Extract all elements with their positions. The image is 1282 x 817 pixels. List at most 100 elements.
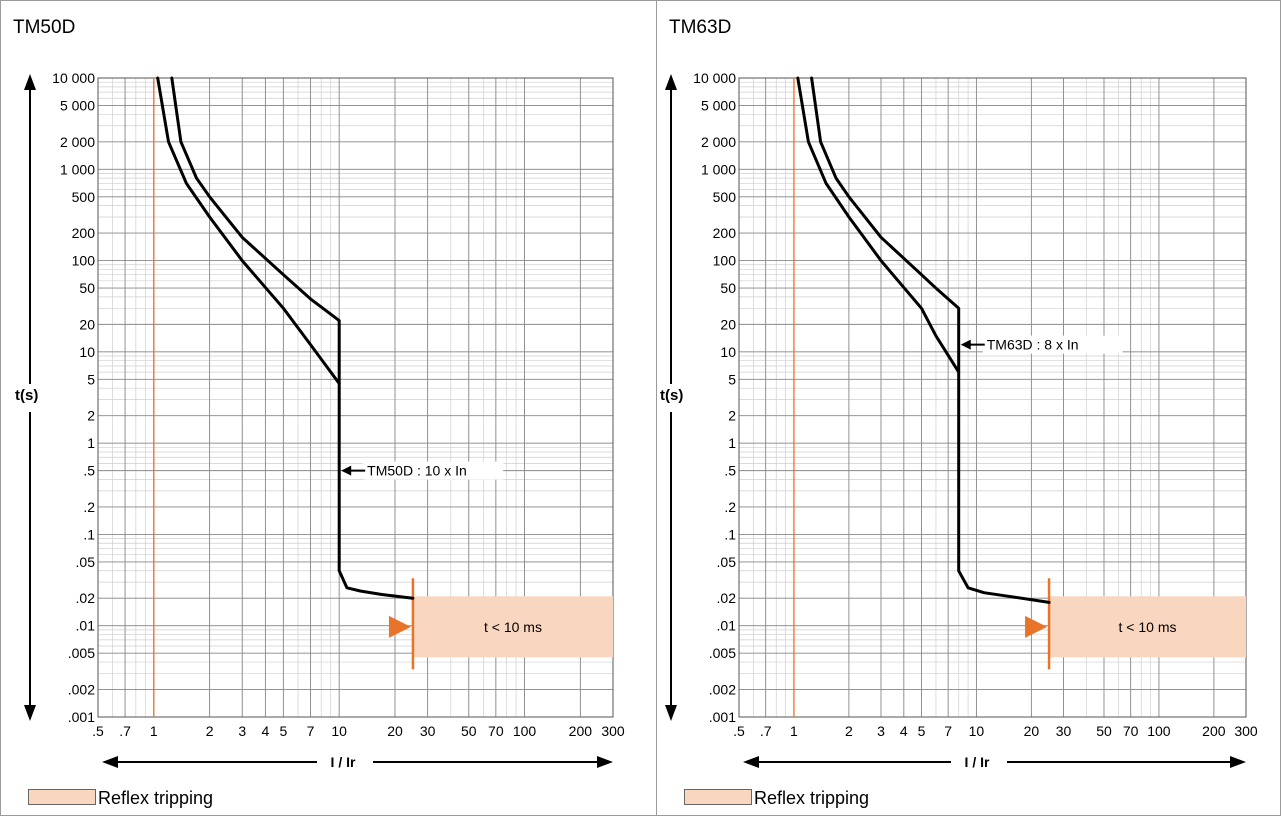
y-tick-label: .002	[68, 682, 95, 698]
x-tick-label: 100	[513, 723, 537, 739]
x-tick-label: 200	[569, 723, 593, 739]
x-tick-label: 2	[206, 723, 214, 739]
y-tick-label: .01	[76, 618, 96, 634]
reflex-zone	[1049, 596, 1246, 658]
y-tick-label: 5 000	[701, 97, 736, 113]
y-tick-label: .005	[68, 645, 95, 661]
chart-panel-tm63d: TM63D t < 10 ms TM63D : 8 x In 10 000 5 000…	[656, 0, 1281, 816]
y-tick-label: .5	[724, 463, 736, 479]
y-axis-arrow-head	[665, 705, 677, 721]
y-tick-label: 10	[79, 344, 95, 360]
tripping-curve-chart-tm63d: t < 10 ms TM63D : 8 x In 10 000 5 000 2 000 1…	[660, 70, 1258, 770]
x-tick-label: 1	[150, 723, 158, 739]
chart-title: TM63D	[669, 17, 732, 38]
x-tick-label: 2	[845, 723, 853, 739]
x-tick-label: 100	[1147, 723, 1171, 739]
x-tick-label: 10	[331, 723, 347, 739]
y-tick-label: 200	[72, 225, 96, 241]
y-tick-label: .02	[717, 590, 737, 606]
x-axis-arrow-head	[743, 756, 759, 768]
y-tick-label: 50	[720, 280, 736, 296]
x-axis-arrow-head	[1230, 756, 1246, 768]
y-tick-label: .2	[83, 499, 95, 515]
y-tick-label: .02	[76, 590, 96, 606]
y-tick-label: .005	[709, 645, 736, 661]
y-axis-arrow-head	[24, 74, 36, 90]
y-tick-label: 100	[72, 253, 96, 269]
x-tick-label: 50	[1096, 723, 1112, 739]
annotation-label: TM63D : 8 x In	[987, 337, 1079, 353]
x-axis-arrow-head	[597, 756, 613, 768]
x-tick-label: 7	[944, 723, 952, 739]
y-tick-label: .1	[724, 526, 736, 542]
annotation-arrow-head	[960, 339, 971, 350]
series-line-1	[156, 76, 415, 600]
annotation-label: TM50D : 10 x In	[367, 463, 467, 479]
y-tick-label: 1 000	[701, 161, 736, 177]
x-tick-label: 5	[918, 723, 926, 739]
x-tick-label: 70	[488, 723, 504, 739]
y-tick-label: .05	[76, 554, 96, 570]
x-tick-label: 7	[307, 723, 315, 739]
y-tick-label: 10 000	[52, 70, 95, 86]
x-tick-label: 1	[790, 723, 798, 739]
y-tick-label: 10	[720, 344, 736, 360]
y-tick-label: 50	[79, 280, 95, 296]
y-tick-label: 2 000	[701, 134, 736, 150]
y-tick-label: 20	[79, 316, 95, 332]
x-axis-label: I / Ir	[331, 754, 356, 770]
y-tick-label: .5	[83, 463, 95, 479]
plot-border	[97, 77, 614, 718]
chart-panel-tm50d: TM50D t < 10 ms TM50D : 10 x In 10 000 5 00…	[0, 0, 657, 816]
x-tick-label: 20	[1024, 723, 1040, 739]
y-tick-label: 2	[87, 408, 95, 424]
y-tick-label: 20	[720, 316, 736, 332]
reflex-zone	[412, 596, 613, 658]
x-tick-label: 30	[420, 723, 436, 739]
y-tick-label: .1	[83, 526, 95, 542]
x-tick-label: 5	[279, 723, 287, 739]
y-axis-arrow-head	[665, 74, 677, 90]
x-tick-label: 3	[238, 723, 246, 739]
x-tick-label: 4	[262, 723, 270, 739]
y-tick-label: 1	[728, 435, 736, 451]
x-tick-label: .5	[92, 723, 104, 739]
y-tick-label: 1 000	[60, 161, 95, 177]
x-tick-label: 70	[1123, 723, 1139, 739]
y-tick-label: .2	[724, 499, 736, 515]
plot-border	[738, 77, 1247, 718]
legend-swatch	[28, 789, 96, 805]
reflex-zone-label: t < 10 ms	[484, 619, 542, 635]
reflex-marker-arrow	[388, 615, 411, 638]
series-line-2	[170, 76, 341, 385]
annotation-arrow-head	[341, 465, 352, 476]
y-tick-label: .001	[68, 709, 95, 725]
y-tick-label: .05	[717, 554, 737, 570]
chart-title: TM50D	[13, 17, 76, 38]
x-tick-label: 300	[601, 723, 625, 739]
x-tick-label: 300	[1234, 723, 1258, 739]
legend-swatch	[684, 789, 752, 805]
y-tick-label: .002	[709, 682, 736, 698]
y-tick-label: 2	[728, 408, 736, 424]
y-tick-label: 2 000	[60, 134, 95, 150]
x-tick-label: 10	[969, 723, 985, 739]
x-tick-label: .7	[119, 723, 131, 739]
series-line-2	[810, 76, 961, 374]
y-tick-label: 100	[713, 253, 737, 269]
reflex-zone-label: t < 10 ms	[1119, 619, 1177, 635]
annotation-background	[982, 335, 1123, 354]
y-axis-label: t(s)	[15, 387, 38, 404]
y-tick-label: .01	[717, 618, 737, 634]
x-axis-arrow-head	[102, 756, 118, 768]
x-tick-label: 30	[1056, 723, 1072, 739]
series-line-1	[796, 76, 1051, 604]
y-tick-label: 5	[87, 371, 95, 387]
x-tick-label: .7	[760, 723, 772, 739]
x-axis-label: I / Ir	[965, 754, 990, 770]
y-axis-arrow-head	[24, 705, 36, 721]
x-tick-label: .5	[733, 723, 745, 739]
tripping-curve-chart-tm50d: t < 10 ms TM50D : 10 x In 10 000 5 000 2 000…	[15, 70, 625, 770]
x-tick-label: 4	[900, 723, 908, 739]
annotation-background	[363, 461, 504, 480]
